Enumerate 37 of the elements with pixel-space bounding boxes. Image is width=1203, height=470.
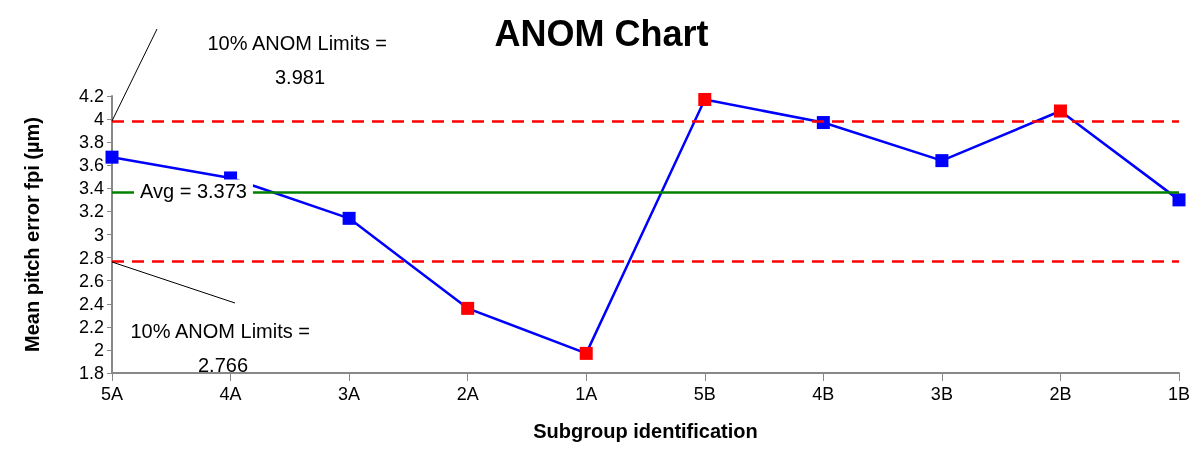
ref-line-label: Avg = 3.373: [140, 180, 247, 203]
point: [935, 154, 949, 168]
point: [461, 301, 475, 315]
y-tick-label: 4: [93, 109, 104, 130]
y-tick-label: 3.2: [78, 201, 104, 222]
y-tick-label: 3: [93, 224, 104, 245]
x-tick-label: 2A: [456, 384, 479, 404]
y-tick-label: 2.2: [78, 316, 104, 337]
y-tick-label: 2.6: [78, 270, 104, 291]
y-tick-label: 2: [93, 339, 104, 360]
x-tick-label: 3A: [338, 384, 361, 404]
point: [1172, 193, 1186, 207]
y-axis-title: Mean pitch error fpi (µm): [21, 117, 43, 352]
x-tick-label: 4B: [812, 384, 835, 404]
x-tick-label: 3B: [930, 384, 953, 404]
ref-line-label: 10% ANOM Limits = 3.981: [207, 32, 393, 89]
x-tick-label: 4A: [219, 384, 242, 404]
y-tick-label: 2.8: [78, 247, 104, 268]
y-tick-label: 3.4: [78, 178, 104, 199]
point: [342, 211, 356, 225]
x-tick-label: 1B: [1167, 384, 1191, 404]
y-tick-label: 4.2: [78, 86, 104, 106]
point: [105, 150, 119, 164]
x-tick-label: 5A: [100, 384, 124, 404]
y-tick-label: 3.6: [78, 155, 104, 176]
ref-line-label: 10% ANOM Limits = 2.766: [130, 319, 316, 376]
y-tick-label: 2.4: [78, 293, 104, 314]
x-tick-label: 2B: [1049, 384, 1072, 404]
x-tick-label: 1A: [575, 384, 598, 404]
point: [579, 346, 593, 360]
x-tick-label: 5B: [693, 384, 716, 404]
y-tick-label: 3.8: [78, 132, 104, 153]
x-axis-title: Subgroup identification: [533, 420, 758, 442]
point: [1053, 104, 1067, 118]
chart-title: ANOM Chart: [494, 12, 709, 54]
y-tick-label: 1.8: [78, 363, 104, 383]
point: [698, 92, 712, 106]
